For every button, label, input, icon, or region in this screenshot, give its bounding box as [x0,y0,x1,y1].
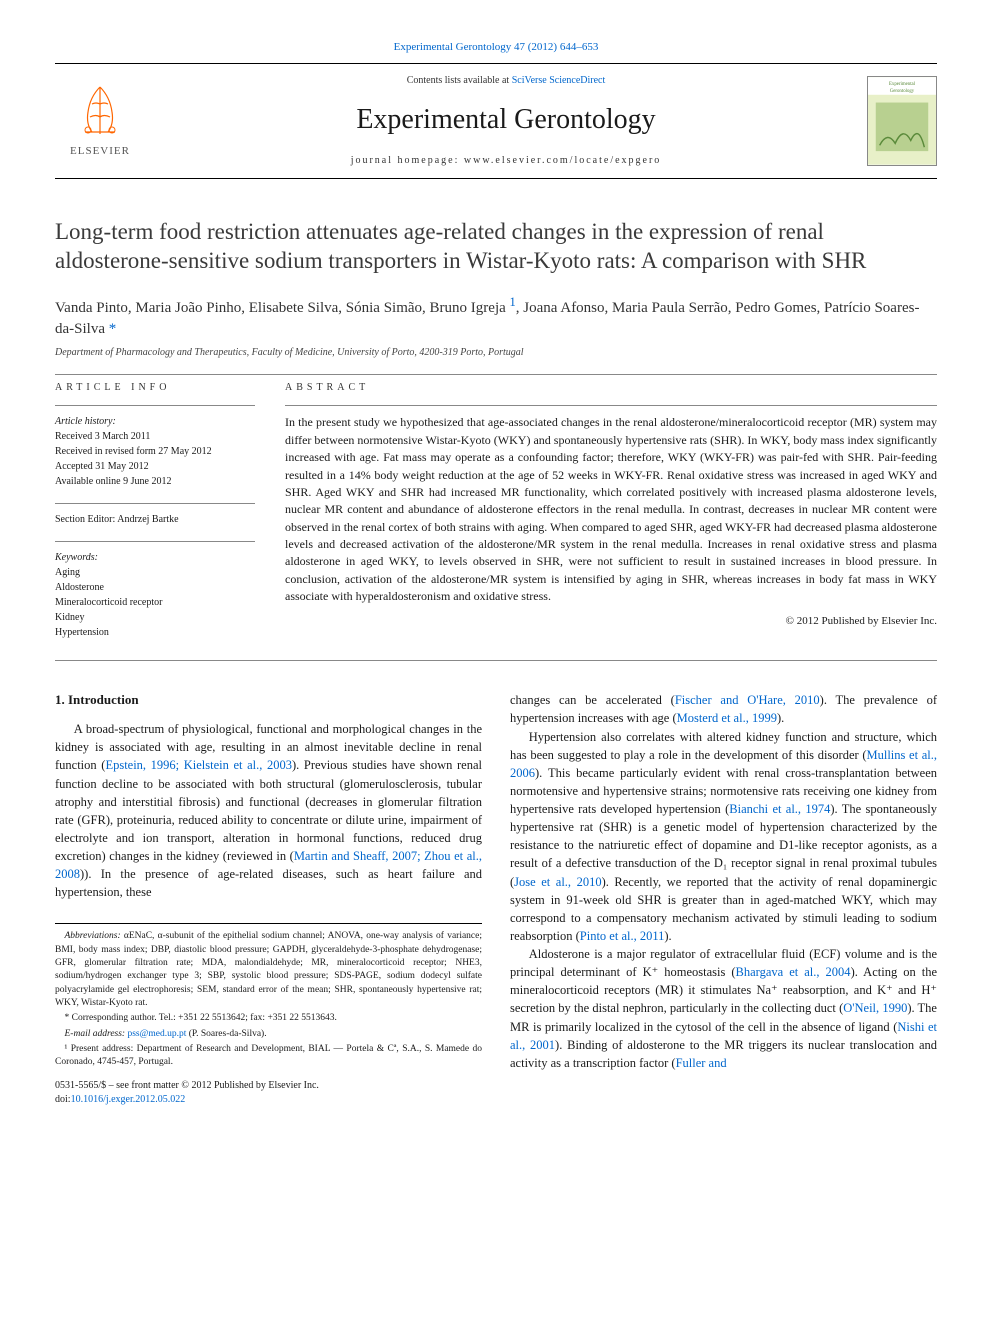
ref-fischer[interactable]: Fischer and O'Hare, 2010 [675,693,820,707]
corresponding-author: * Corresponding author. Tel.: +351 22 55… [55,1012,482,1025]
history-1: Received in revised form 27 May 2012 [55,444,255,459]
history-3: Available online 9 June 2012 [55,474,255,489]
rule-abstract [285,405,937,406]
col2-p3: Aldosterone is a major regulator of extr… [510,945,937,1072]
article-info-column: ARTICLE INFO Article history: Received 3… [55,381,255,654]
abstract-column: ABSTRACT In the present study we hypothe… [285,381,937,654]
sciencedirect-link[interactable]: SciVerse ScienceDirect [512,75,606,86]
journal-name: Experimental Gerontology [145,100,867,139]
homepage-prefix: journal homepage: [351,155,464,166]
article-title: Long-term food restriction attenuates ag… [55,217,937,277]
homepage-line: journal homepage: www.elsevier.com/locat… [145,154,867,168]
elsevier-label: ELSEVIER [70,144,130,159]
rule-info-3 [55,541,255,542]
history-0: Received 3 March 2011 [55,429,255,444]
journal-citation: Experimental Gerontology 47 (2012) 644–6… [55,40,937,55]
rule-below-abstract [55,660,937,661]
abstract-text: In the present study we hypothesized tha… [285,414,937,605]
keyword-4: Hypertension [55,625,255,640]
svg-text:Experimental: Experimental [889,82,916,87]
ref-oneil[interactable]: O'Neil, 1990 [843,1001,907,1015]
keywords-block: Keywords: Aging Aldosterone Mineralocort… [55,550,255,640]
keywords-label: Keywords: [55,552,98,563]
rule-info-1 [55,405,255,406]
contents-prefix: Contents lists available at [407,75,512,86]
article-history: Article history: Received 3 March 2011 R… [55,414,255,489]
rule-above-abstract [55,374,937,375]
corresponding-author-mark[interactable]: * [109,321,117,337]
ref-fuller[interactable]: Fuller and [676,1056,727,1070]
svg-text:Gerontology: Gerontology [890,89,915,94]
rule-info-2 [55,503,255,504]
body-col-right: changes can be accelerated (Fischer and … [510,691,937,1107]
authors-part1: Vanda Pinto, Maria João Pinho, Elisabete… [55,300,510,316]
section-editor: Section Editor: Andrzej Bartke [55,512,255,527]
ref-pinto[interactable]: Pinto et al., 2011 [580,929,665,943]
elsevier-tree-icon [70,82,130,142]
elsevier-logo: ELSEVIER [55,76,145,166]
journal-cover-thumbnail: Experimental Gerontology [867,76,937,166]
abstract-copyright: © 2012 Published by Elsevier Inc. [285,614,937,629]
body-col-left: 1. Introduction A broad-spectrum of phys… [55,691,482,1107]
abstract-label: ABSTRACT [285,381,937,395]
journal-citation-link[interactable]: Experimental Gerontology 47 (2012) 644–6… [394,41,599,53]
col2-p2: Hypertension also correlates with altere… [510,728,937,946]
doi-line: doi:10.1016/j.exger.2012.05.022 [55,1093,482,1107]
body-columns: 1. Introduction A broad-spectrum of phys… [55,691,937,1107]
ref-bhargava[interactable]: Bhargava et al., 2004 [736,965,851,979]
ref-bianchi[interactable]: Bianchi et al., 1974 [729,802,830,816]
article-info-label: ARTICLE INFO [55,381,255,395]
abbreviations: Abbreviations: αENaC, α-subunit of the e… [55,930,482,1010]
history-2: Accepted 31 May 2012 [55,459,255,474]
homepage-url: www.elsevier.com/locate/expgero [464,155,661,166]
footnotes: Abbreviations: αENaC, α-subunit of the e… [55,923,482,1069]
ref-jose[interactable]: Jose et al., 2010 [514,875,601,889]
contents-line: Contents lists available at SciVerse Sci… [145,74,867,88]
authors: Vanda Pinto, Maria João Pinho, Elisabete… [55,294,937,340]
affiliation: Department of Pharmacology and Therapeut… [55,346,937,360]
keyword-2: Mineralocorticoid receptor [55,595,255,610]
keyword-3: Kidney [55,610,255,625]
ref-epstein[interactable]: Epstein, 1996; Kielstein et al., 2003 [105,758,292,772]
ref-mosterd[interactable]: Mosterd et al., 1999 [677,711,777,725]
keyword-1: Aldosterone [55,580,255,595]
doi-block: 0531-5565/$ – see front matter © 2012 Pu… [55,1079,482,1107]
front-matter: 0531-5565/$ – see front matter © 2012 Pu… [55,1079,482,1093]
intro-heading: 1. Introduction [55,691,482,710]
email-line: E-mail address: pss@med.up.pt (P. Soares… [55,1028,482,1041]
present-address: ¹ Present address: Department of Researc… [55,1043,482,1070]
keyword-0: Aging [55,565,255,580]
history-label: Article history: [55,416,116,427]
doi-link[interactable]: 10.1016/j.exger.2012.05.022 [71,1094,186,1105]
intro-p1: A broad-spectrum of physiological, funct… [55,720,482,901]
email-link[interactable]: pss@med.up.pt [127,1029,186,1039]
masthead: ELSEVIER Contents lists available at Sci… [55,64,937,178]
masthead-center: Contents lists available at SciVerse Sci… [145,74,867,167]
col2-p1: changes can be accelerated (Fischer and … [510,691,937,727]
